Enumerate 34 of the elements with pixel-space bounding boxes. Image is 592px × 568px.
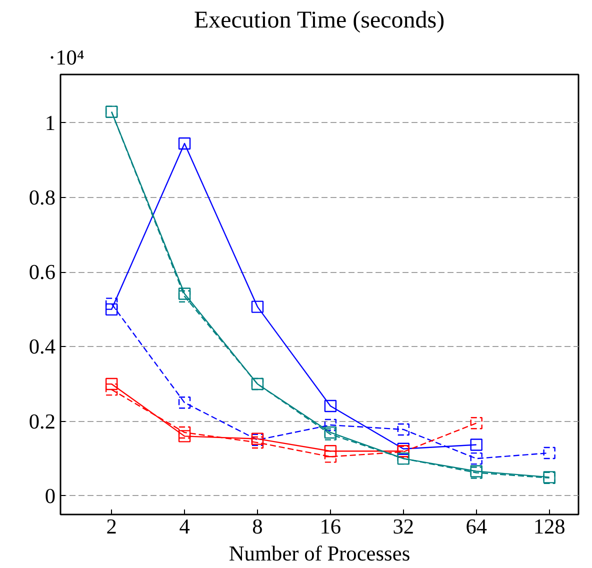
y-tick-label: 0.4 (28, 334, 56, 359)
point (178, 137, 191, 150)
x-tick-label: 8 (252, 514, 263, 538)
point (105, 303, 118, 316)
x-tick-label: 16 (320, 514, 342, 538)
point (470, 417, 482, 430)
point (178, 426, 191, 439)
point (251, 436, 264, 449)
point (251, 300, 264, 313)
y-tick-label: 0.8 (28, 186, 56, 210)
x-tick-label: 64 (466, 514, 488, 538)
point (397, 423, 410, 436)
point (178, 430, 191, 442)
x-tick-label: 4 (179, 514, 190, 538)
x-tick-label: 128 (533, 514, 566, 538)
y-tick-label: 1 (44, 110, 56, 135)
x-tick-label: 2 (106, 514, 117, 538)
point (324, 445, 337, 458)
point (105, 383, 118, 396)
x-axis-title: Number of Processes (228, 542, 410, 566)
x-tick-label: 32 (392, 514, 414, 538)
y-tick-label: 0.6 (28, 260, 56, 284)
point (178, 396, 191, 409)
point (470, 452, 482, 465)
y-tick-label: 0.2 (28, 409, 56, 434)
y-tick-label: 0 (44, 484, 56, 508)
point (470, 438, 482, 451)
point (105, 378, 118, 390)
point (178, 288, 191, 300)
point (543, 446, 556, 460)
point (324, 418, 337, 432)
text: ·10⁴ (48, 46, 84, 70)
chart-title: Execution Time (seconds) (194, 8, 445, 34)
point (324, 400, 337, 412)
